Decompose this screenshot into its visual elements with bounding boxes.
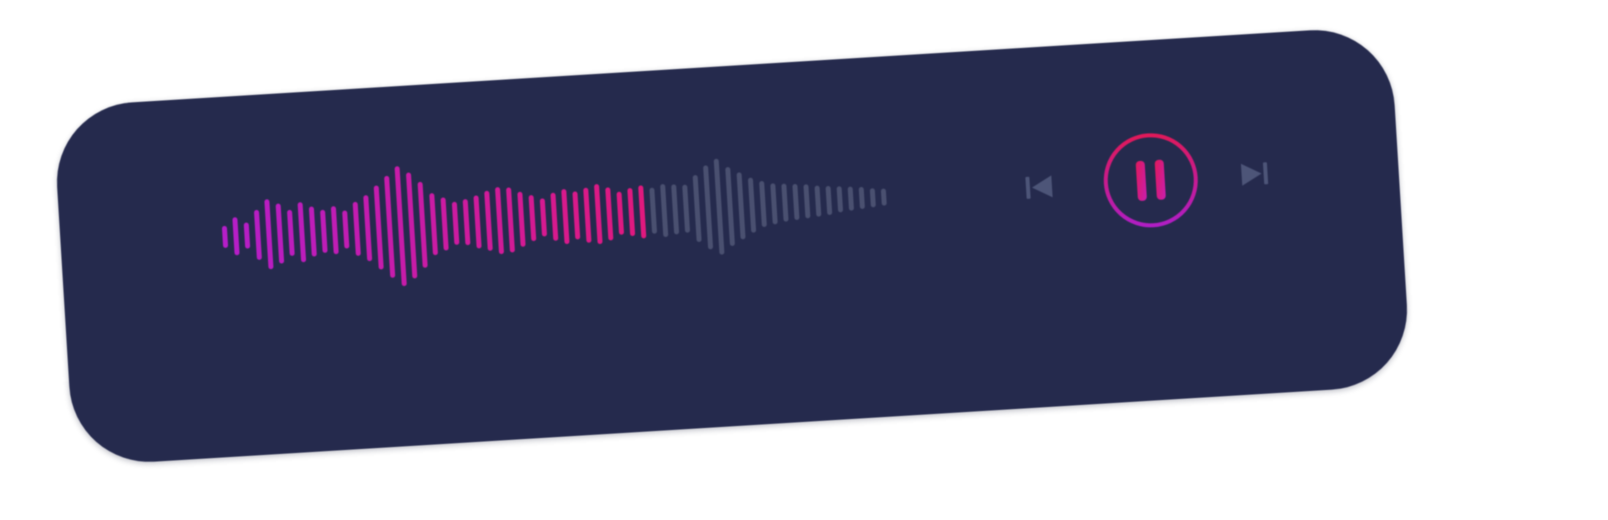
waveform-bar	[417, 181, 428, 268]
waveform-bar	[308, 206, 317, 257]
waveform-bar	[627, 187, 636, 237]
waveform-bar	[539, 198, 548, 237]
waveform-bar	[484, 190, 493, 251]
waveform-bar	[330, 206, 339, 255]
waveform-bar	[462, 199, 471, 246]
pause-icon	[1103, 133, 1198, 228]
waveform-bar	[814, 185, 822, 217]
waveform-bar	[363, 195, 373, 262]
waveform-bar	[869, 187, 876, 207]
waveform-bar	[593, 184, 603, 245]
waveform-bar	[583, 187, 592, 243]
waveform-bar	[394, 166, 407, 287]
waveform-bar	[836, 186, 844, 213]
waveform-bar	[517, 191, 526, 247]
waveform-bar	[275, 203, 285, 264]
audio-waveform-scrubber[interactable]	[218, 124, 925, 306]
waveform-bar	[286, 209, 295, 257]
waveform-bar	[505, 186, 515, 253]
waveform-bar	[264, 199, 274, 270]
waveform-bar	[550, 192, 559, 241]
waveform-bar	[342, 210, 350, 249]
waveform-bar	[847, 186, 855, 211]
waveform-bar	[858, 186, 865, 210]
waveform-bar	[703, 165, 714, 250]
previous-track-button[interactable]	[1018, 166, 1060, 208]
waveform-bar	[747, 177, 757, 233]
waveform-bar	[384, 175, 396, 278]
waveform-bar	[440, 196, 449, 251]
waveform-bar	[320, 209, 328, 253]
waveform-bar	[528, 195, 537, 242]
waveform-bar	[770, 182, 778, 224]
waveform-bar	[297, 202, 307, 263]
playback-controls	[1015, 113, 1282, 249]
waveform-bar	[803, 184, 811, 219]
waveform-bar	[561, 188, 570, 244]
waveform-bar	[725, 166, 735, 246]
waveform-bar	[405, 172, 418, 279]
skip-next-icon	[1240, 162, 1269, 186]
waveform-bar	[572, 191, 581, 240]
audio-player-card	[52, 25, 1412, 467]
waveform-bar	[232, 217, 240, 256]
pause-button[interactable]	[1098, 127, 1204, 233]
waveform-bar	[781, 183, 789, 222]
waveform-bar	[671, 184, 680, 235]
next-track-button[interactable]	[1233, 153, 1275, 195]
waveform-bar	[243, 222, 251, 249]
waveform-bar	[660, 183, 669, 237]
waveform-bar	[473, 194, 482, 249]
skip-previous-icon	[1025, 175, 1053, 199]
waveform-bar	[373, 185, 384, 270]
waveform-bar	[429, 193, 438, 256]
waveform-bar	[253, 209, 262, 261]
waveform-bar	[825, 185, 833, 215]
waveform-bar	[682, 184, 691, 233]
waveform-bar	[221, 225, 229, 249]
waveform-bar	[616, 191, 625, 235]
waveform-bar	[605, 186, 614, 241]
waveform-bar	[713, 158, 725, 255]
waveform-bar	[638, 184, 647, 239]
waveform-bar	[880, 188, 887, 206]
waveform-bar	[494, 186, 505, 254]
waveform-bar	[692, 174, 702, 242]
waveform-bar	[792, 183, 800, 221]
waveform-bar	[736, 171, 746, 239]
waveform-bar	[352, 201, 361, 256]
waveform-bar	[649, 187, 658, 234]
waveform-bar	[451, 201, 460, 245]
waveform-bar	[759, 180, 767, 228]
